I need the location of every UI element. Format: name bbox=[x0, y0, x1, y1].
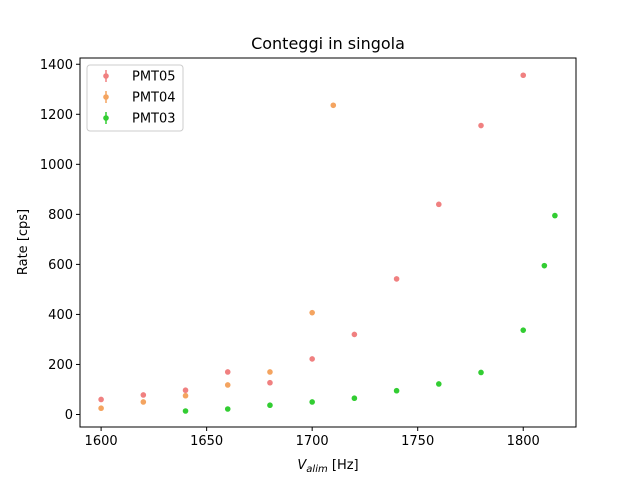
legend-marker bbox=[103, 115, 109, 121]
x-tick-label: 1800 bbox=[507, 434, 540, 449]
x-axis-label-sub: alim bbox=[306, 464, 328, 475]
x-axis-label-main: V bbox=[297, 458, 307, 473]
data-point bbox=[182, 387, 189, 394]
x-axis-label: Valim [Hz] bbox=[297, 458, 358, 475]
data-point bbox=[351, 331, 358, 338]
data-point bbox=[393, 387, 400, 394]
data-point bbox=[309, 399, 315, 405]
data-point bbox=[309, 309, 315, 316]
data-point bbox=[541, 262, 548, 269]
data-point bbox=[267, 402, 273, 409]
chart-title: Conteggi in singola bbox=[251, 34, 405, 53]
data-point bbox=[224, 369, 231, 375]
data-point bbox=[98, 405, 104, 412]
data-point bbox=[309, 356, 315, 362]
legend: PMT05 PMT04 PMT03 bbox=[86, 64, 184, 132]
data-point bbox=[182, 408, 189, 414]
data-point bbox=[478, 122, 484, 129]
data-point bbox=[478, 369, 484, 376]
data-point bbox=[351, 395, 358, 402]
x-axis-label-unit: [Hz] bbox=[328, 458, 359, 473]
plot-area bbox=[79, 57, 577, 428]
x-tick-label: 1700 bbox=[296, 434, 329, 449]
y-axis: 0 200 400 600 800 1000 1200 1400 bbox=[40, 58, 80, 423]
data-point bbox=[267, 369, 273, 375]
legend-box bbox=[86, 64, 184, 132]
data-point bbox=[393, 276, 400, 282]
y-axis-label: Rate [cps] bbox=[16, 209, 31, 275]
y-tick-label: 1000 bbox=[40, 158, 73, 173]
data-point bbox=[224, 382, 231, 388]
data-point bbox=[520, 72, 527, 79]
y-tick-label: 400 bbox=[48, 308, 73, 323]
y-tick-label: 1400 bbox=[40, 58, 73, 73]
y-tick-label: 600 bbox=[48, 258, 73, 273]
legend-label: PMT05 bbox=[132, 70, 176, 85]
y-tick-label: 200 bbox=[48, 358, 73, 373]
data-point bbox=[267, 379, 273, 386]
y-tick-label: 1200 bbox=[40, 108, 73, 123]
legend-marker bbox=[103, 73, 109, 79]
data-point bbox=[182, 392, 189, 399]
data-point bbox=[140, 392, 147, 398]
x-tick-label: 1750 bbox=[401, 434, 434, 449]
data-point bbox=[436, 201, 442, 208]
data-points bbox=[98, 72, 558, 414]
data-point bbox=[224, 406, 231, 412]
data-point bbox=[140, 399, 147, 405]
data-point bbox=[520, 327, 527, 333]
y-tick-label: 800 bbox=[48, 208, 73, 223]
data-point bbox=[552, 212, 558, 219]
x-axis: 1600 1650 1700 1750 1800 bbox=[85, 427, 540, 449]
legend-label: PMT03 bbox=[132, 112, 176, 127]
data-point bbox=[98, 396, 104, 403]
data-point bbox=[436, 381, 442, 387]
x-tick-label: 1650 bbox=[190, 434, 223, 449]
legend-marker bbox=[103, 94, 109, 100]
data-point bbox=[330, 102, 337, 109]
y-tick-label: 0 bbox=[65, 408, 73, 423]
legend-label: PMT04 bbox=[132, 91, 176, 106]
x-tick-label: 1600 bbox=[85, 434, 118, 449]
